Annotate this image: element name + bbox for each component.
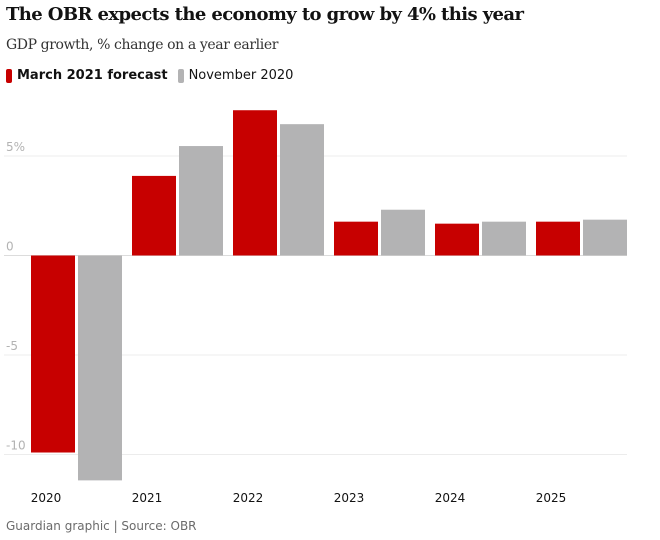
bar-march-2021-2023 xyxy=(334,221,378,256)
chart-title: The OBR expects the economy to grow by 4… xyxy=(6,4,524,25)
legend: March 2021 forecast November 2020 xyxy=(6,68,303,83)
y-tick-label: -10 xyxy=(6,439,26,453)
bar-november-2020-2021 xyxy=(179,146,223,256)
x-tick-labels: 2020 2021 2022 2023 2024 2025 xyxy=(31,491,567,505)
y-tick-label: 0 xyxy=(6,240,14,254)
x-tick-label: 2024 xyxy=(435,491,466,505)
legend-item-november-2020: November 2020 xyxy=(177,68,294,83)
bar-november-2020-2022 xyxy=(280,124,324,256)
bars xyxy=(31,110,627,481)
y-tick-labels: 5% 0 -5 -10 xyxy=(6,140,26,453)
y-tick-label: -5 xyxy=(6,339,18,353)
bar-november-2020-2020 xyxy=(78,255,122,481)
bar-march-2021-2020 xyxy=(31,255,75,453)
y-tick-label: 5% xyxy=(6,140,25,154)
legend-label-march-2021: March 2021 forecast xyxy=(17,68,168,83)
bar-november-2020-2024 xyxy=(482,221,526,256)
source-note: Guardian graphic | Source: OBR xyxy=(6,519,197,533)
x-tick-label: 2022 xyxy=(233,491,264,505)
legend-label-november-2020: November 2020 xyxy=(188,68,294,83)
bar-chart: 5% 0 -5 -10 2020 2021 2022 2023 2024 2025 xyxy=(4,110,627,505)
bar-march-2021-2022 xyxy=(233,110,277,256)
x-tick-label: 2023 xyxy=(334,491,365,505)
bar-november-2020-2025 xyxy=(583,219,627,256)
legend-swatch-march-2021 xyxy=(6,68,12,83)
legend-item-march-2021: March 2021 forecast xyxy=(6,68,168,83)
bar-november-2020-2023 xyxy=(381,209,425,256)
bar-march-2021-2025 xyxy=(536,221,580,256)
x-tick-label: 2025 xyxy=(536,491,567,505)
legend-swatch-november-2020 xyxy=(177,68,184,83)
bar-march-2021-2021 xyxy=(132,175,176,256)
x-tick-label: 2020 xyxy=(31,491,62,505)
chart-subtitle: GDP growth, % change on a year earlier xyxy=(6,37,278,53)
bar-march-2021-2024 xyxy=(435,223,479,256)
x-tick-label: 2021 xyxy=(132,491,163,505)
